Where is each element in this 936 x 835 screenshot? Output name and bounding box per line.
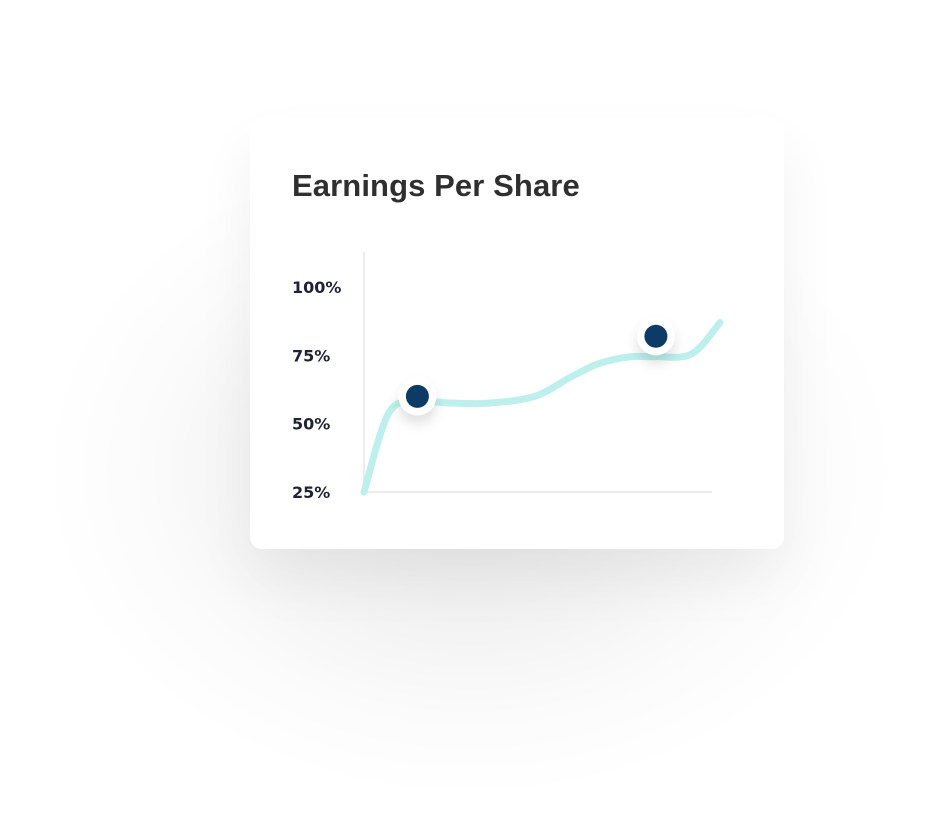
- eps-line-chart: 25% 50% 75% 100%: [292, 252, 724, 502]
- data-point-marker: [398, 377, 437, 416]
- y-tick-label: 75%: [292, 346, 330, 365]
- eps-chart-card: Earnings Per Share 25% 50% 75% 100%: [250, 118, 784, 549]
- y-tick-label: 25%: [292, 483, 330, 502]
- data-point-marker: [636, 317, 675, 356]
- y-tick-label: 100%: [292, 278, 341, 297]
- data-point: [405, 384, 429, 408]
- y-tick-label: 50%: [292, 415, 330, 434]
- data-point: [644, 324, 668, 348]
- chart-title: Earnings Per Share: [292, 168, 580, 203]
